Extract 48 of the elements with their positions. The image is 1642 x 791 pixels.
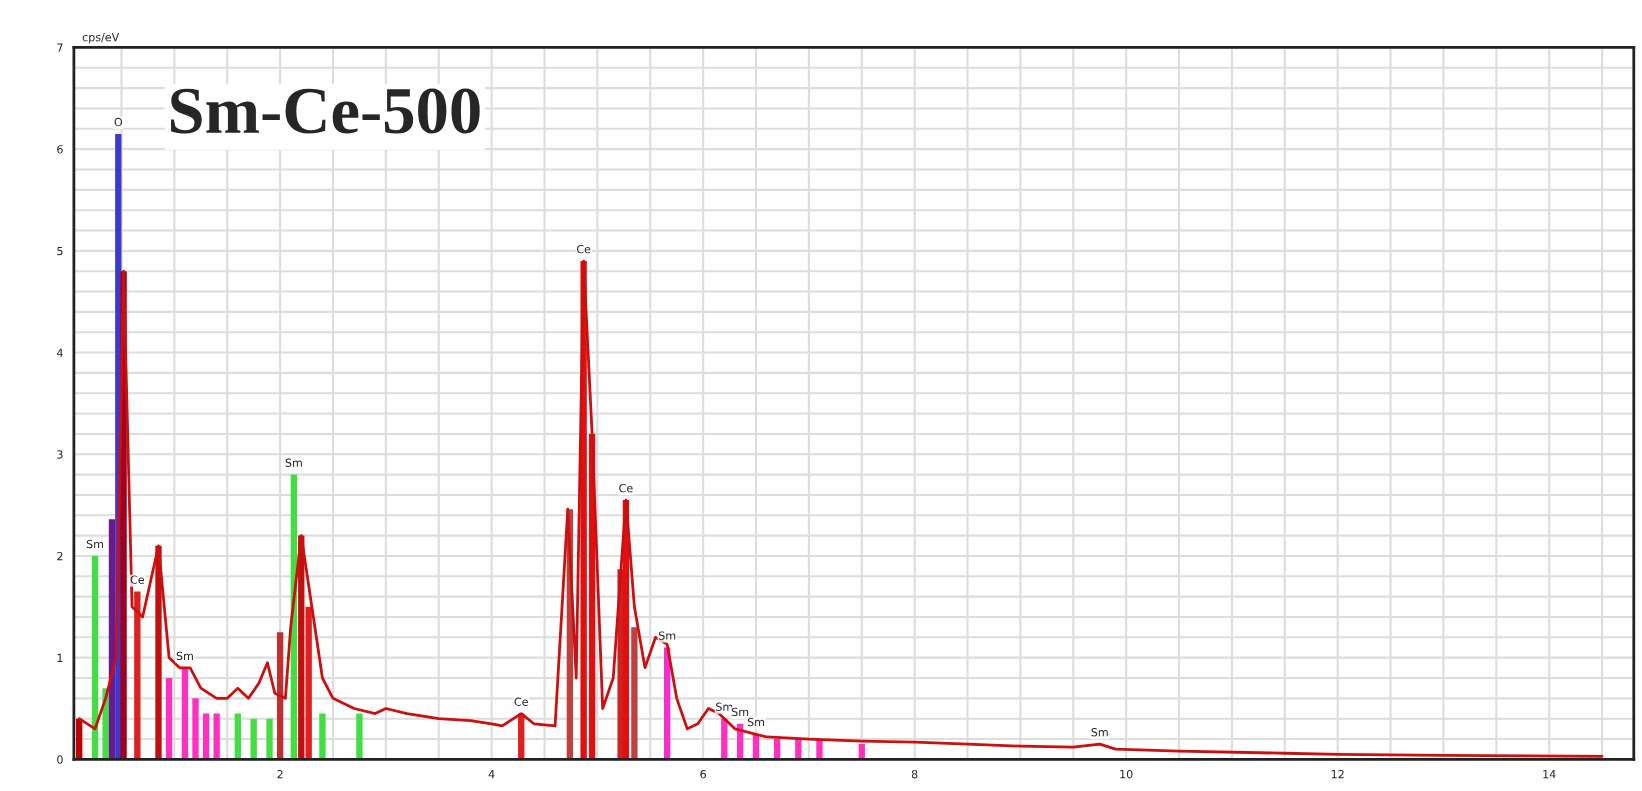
x-tick-label: 4 — [488, 770, 495, 779]
bar — [319, 713, 326, 760]
bar — [234, 713, 241, 760]
annotation: Ce — [619, 483, 633, 493]
annotation: Sm — [1091, 727, 1108, 737]
y-tick-label: 6 — [57, 145, 63, 154]
x-tick-label: 8 — [911, 769, 918, 779]
x-tick-label: 6 — [700, 769, 706, 779]
x-tick-label: 10 — [1120, 769, 1133, 779]
y-tick-label: 5 — [57, 246, 63, 256]
bar — [192, 698, 199, 760]
bar — [134, 591, 141, 760]
annotation: Ce — [130, 575, 145, 584]
y-tick-label: 1 — [57, 653, 63, 662]
x-tick-label: 14 — [1543, 770, 1556, 779]
bar — [165, 678, 173, 760]
bar — [213, 713, 220, 760]
y-axis-title: cps/eV — [82, 33, 120, 44]
annotation: Ce — [576, 244, 591, 254]
bar — [202, 713, 210, 760]
annotation: Sm — [86, 539, 104, 549]
bar — [91, 555, 99, 760]
annotation: O — [114, 117, 123, 127]
annotation: Sm — [285, 458, 302, 467]
line-series — [77, 259, 1604, 758]
bar — [816, 739, 823, 760]
bar — [250, 718, 257, 760]
bar — [181, 667, 189, 760]
annotation: Ce — [514, 697, 528, 706]
bar — [108, 519, 116, 760]
annotation: Sm — [716, 702, 733, 711]
annotation: Sm — [176, 651, 193, 661]
chart-title: Sm-Ce-500 — [171, 88, 480, 134]
bar — [356, 713, 363, 760]
bar — [305, 606, 312, 760]
bar — [631, 627, 638, 760]
x-tick-label: 12 — [1331, 769, 1344, 779]
bar — [266, 718, 273, 760]
y-tick-label: 7 — [57, 43, 63, 52]
annotation: Sm — [731, 707, 749, 717]
y-tick-label: 3 — [57, 450, 63, 459]
annotation: Sm — [658, 631, 676, 640]
x-tick-label: 2 — [277, 769, 283, 779]
annotation: Sm — [747, 717, 765, 727]
y-tick-label: 4 — [56, 348, 63, 357]
bar — [276, 632, 284, 760]
y-tick-label: 2 — [57, 551, 63, 561]
y-tick-label: 0 — [57, 755, 63, 764]
